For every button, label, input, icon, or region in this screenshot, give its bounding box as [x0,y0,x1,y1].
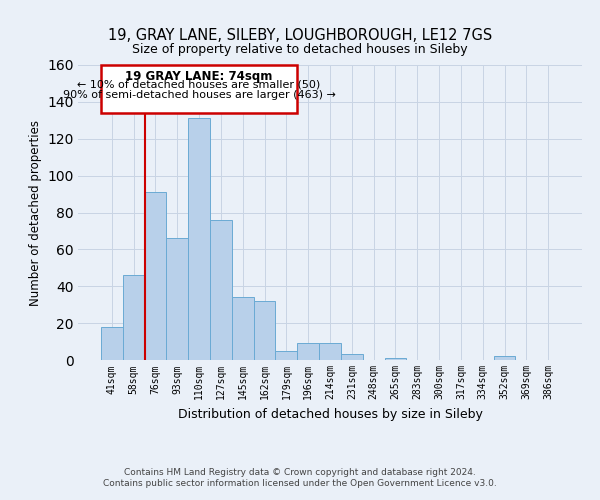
FancyBboxPatch shape [101,65,297,113]
Bar [319,344,341,360]
Y-axis label: Number of detached properties: Number of detached properties [29,120,42,306]
X-axis label: Distribution of detached houses by size in Sileby: Distribution of detached houses by size … [178,408,482,420]
Bar [145,192,166,360]
Bar [341,354,363,360]
Bar [188,118,210,360]
Text: 19, GRAY LANE, SILEBY, LOUGHBOROUGH, LE12 7GS: 19, GRAY LANE, SILEBY, LOUGHBOROUGH, LE1… [108,28,492,42]
Text: ← 10% of detached houses are smaller (50): ← 10% of detached houses are smaller (50… [77,80,321,90]
Bar [166,238,188,360]
Text: Size of property relative to detached houses in Sileby: Size of property relative to detached ho… [132,42,468,56]
Bar [101,327,123,360]
Bar [254,301,275,360]
Bar [123,275,145,360]
Bar [275,351,297,360]
Bar [385,358,406,360]
Bar [210,220,232,360]
Text: 19 GRAY LANE: 74sqm: 19 GRAY LANE: 74sqm [125,70,273,82]
Bar [494,356,515,360]
Text: 90% of semi-detached houses are larger (463) →: 90% of semi-detached houses are larger (… [62,90,335,100]
Bar [232,298,254,360]
Bar [297,344,319,360]
Text: Contains HM Land Registry data © Crown copyright and database right 2024.
Contai: Contains HM Land Registry data © Crown c… [103,468,497,487]
